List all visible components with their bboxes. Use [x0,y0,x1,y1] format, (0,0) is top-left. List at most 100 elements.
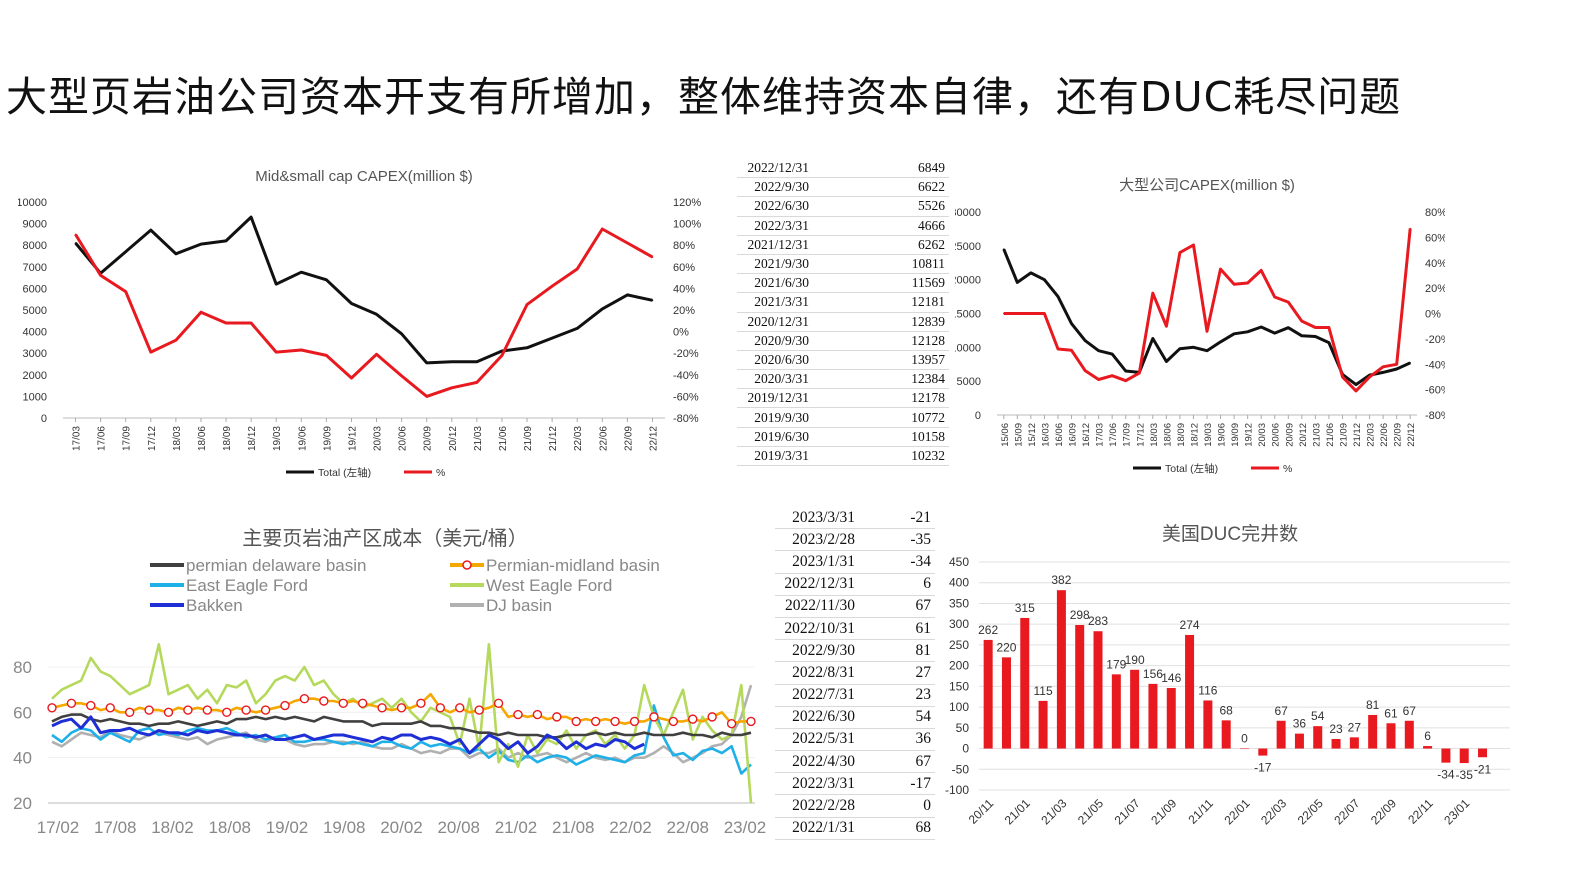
bar-data-label: 262 [978,623,998,637]
large-capex-table-value: 6849 [813,159,949,179]
duc-table-date: 2022/8/31 [775,661,859,685]
data-point-1 [74,233,77,236]
bar-data-label: 156 [1143,667,1163,681]
x-tick-label: 21/03 [1038,796,1069,827]
bar [1386,723,1396,749]
x-tick-label: 21/09 [1148,796,1179,827]
data-point-0 [1043,278,1046,281]
y-right-tick-label: 40% [673,283,695,295]
bar-data-label: -34 [1437,768,1455,782]
bar-data-label: 36 [1293,717,1307,731]
data-point-1 [1152,292,1154,294]
data-point-0 [1192,346,1195,349]
y-tick-label: 450 [949,555,969,569]
large-capex-table-value: 11569 [813,273,949,294]
y-tick-label: 300 [949,617,969,631]
legend-label-3: West Eagle Ford [486,576,612,595]
x-tick-label: 17/08 [94,818,137,837]
x-tick-label: 21/02 [495,818,538,837]
duc-table-value: -21 [859,507,935,530]
large-capex-table-value: 5526 [813,196,949,217]
data-point-0 [124,250,127,253]
large-capex-table-date: 2021/6/30 [737,273,813,294]
data-point-0 [651,299,654,302]
data-point-1 [651,256,654,258]
x-tick-label: 18/12 [1189,423,1200,447]
shale-cost-svg: 主要页岩油产区成本（美元/桶） permian delaware basin Per… [13,527,766,837]
y-right-tick-label: -40% [673,370,699,382]
legend-label-1: Permian-midland basin [486,556,660,575]
x-tick-label: 19/06 [1217,423,1228,447]
large-capex-table-value: 13957 [813,350,949,371]
data-point-1 [610,716,620,727]
y-tick-label: 100 [949,700,969,714]
y-right-tick-label: 80% [673,240,695,252]
data-point-0 [275,283,278,285]
bar-data-label: 6 [1424,729,1431,743]
x-tick-label: 17/06 [1108,423,1119,447]
duc-table-row: 2022/6/30 54 [775,706,935,729]
x-tick-label: 20/12 [448,426,459,451]
bar-data-label: -21 [1474,762,1492,776]
data-point-1 [629,716,640,727]
data-point-0 [200,243,202,245]
bar [1075,625,1085,749]
y-right-tick-label: 20% [1425,283,1445,295]
x-tick-label: 21/06 [498,426,509,451]
y-right-tick-label: -40% [1425,359,1445,371]
duc-table-date: 2022/1/31 [775,817,859,840]
large-capex-table-date: 2022/6/30 [737,196,813,217]
chart-title: 美国DUC完井数 [1162,523,1298,545]
bar [1276,720,1286,749]
data-point-1 [1287,301,1290,303]
large-capex-table-value: 10232 [813,446,949,467]
legend-label-1: % [436,467,445,479]
duc-table-row: 2022/10/31 61 [775,617,935,641]
data-point-0 [1070,322,1073,325]
y-right-tick-label: -60% [1425,385,1445,397]
data-point-1 [425,395,428,398]
data-point-1 [1206,330,1208,333]
x-tick-label: 17/12 [147,426,158,451]
x-tick-label: 18/03 [1149,423,1160,447]
x-tick-label: 20/12 [1298,423,1309,447]
data-point-1 [105,703,115,713]
x-tick-label: 18/06 [197,426,208,451]
data-point-0 [225,240,227,242]
data-point-1 [1084,369,1086,372]
data-point-1 [590,716,601,727]
large-capex-table-date: 2019/3/31 [737,446,813,467]
large-capex-table-date: 2022/3/31 [737,216,813,236]
bar [1001,657,1011,749]
large-capex-table-date: 2021/3/31 [737,292,813,313]
data-point-1 [183,705,193,715]
data-point-0 [149,229,152,231]
x-tick-label: 20/08 [437,818,480,837]
data-point-0 [175,253,177,255]
data-point-1 [1165,325,1168,327]
bar-data-label: 23 [1329,722,1343,736]
data-point-0 [1355,383,1357,386]
bar [1020,617,1030,749]
y-left-tick-label: 25000 [955,241,981,253]
y-right-tick-label: 0% [673,327,689,339]
chart-title: 主要页岩油产区成本（美元/桶） [242,527,528,550]
data-point-1 [1097,378,1100,381]
x-tick-label: 19/09 [1230,423,1241,447]
duc-table-row: 2022/5/31 36 [775,728,935,752]
large-capex-table-value: 10158 [813,427,949,447]
x-tick-label: 22/09 [623,426,634,451]
data-point-1 [149,351,152,353]
data-point-1 [299,694,310,704]
y-tick-label: 350 [949,596,969,610]
data-point-1 [1192,244,1195,246]
x-tick-label: 20/09 [1284,423,1295,447]
x-tick-label: 17/12 [1135,423,1146,447]
bar [1294,733,1304,749]
x-tick-label: 23/01 [1441,796,1472,827]
data-point-0 [1246,330,1249,333]
data-point-1 [1395,363,1398,366]
y-left-tick-label: 2000 [23,370,47,382]
data-point-1 [1273,296,1276,298]
y-tick-label: 50 [956,721,970,735]
